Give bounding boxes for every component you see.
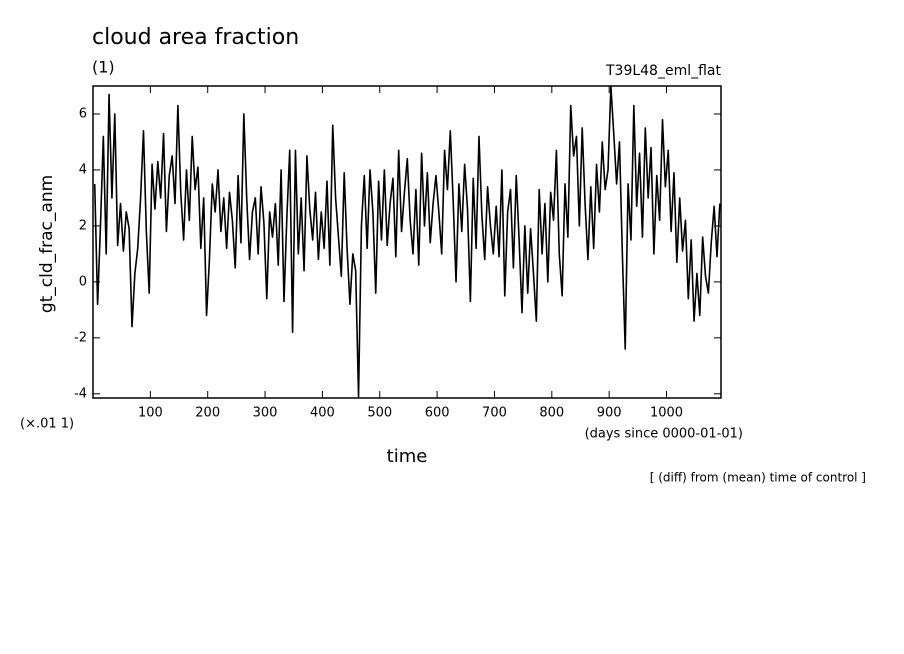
- x-tick-label: 200: [195, 406, 220, 421]
- x-tick-label: 900: [597, 406, 622, 421]
- x-tick-label: 700: [482, 406, 507, 421]
- x-tick-label: 100: [138, 406, 163, 421]
- y-tick-label: 2: [79, 218, 87, 233]
- x-tick-label: 800: [539, 406, 564, 421]
- plot-frame: [92, 85, 722, 399]
- experiment-label: T39L48_eml_flat: [605, 63, 722, 79]
- note: [ (diff) from (mean) time of control ]: [650, 471, 866, 485]
- y-unit-label: (×.01 1): [20, 417, 74, 432]
- x-tick-label: 300: [253, 406, 278, 421]
- chart-subtitle: (1): [92, 58, 115, 77]
- y-axis-label: gt_cld_frac_anm: [37, 175, 57, 313]
- y-tick-label: -4: [74, 386, 87, 401]
- chart-title: cloud area fraction: [92, 25, 299, 50]
- x-axis-label: time: [387, 446, 428, 467]
- x-unit-label: (days since 0000-01-01): [585, 427, 743, 442]
- data-line: [93, 85, 721, 398]
- x-tick-label: 400: [310, 406, 335, 421]
- x-tick-label: 500: [367, 406, 392, 421]
- x-tick-label: 600: [425, 406, 450, 421]
- y-tick-label: -2: [74, 330, 87, 345]
- y-tick-label: 0: [79, 274, 87, 289]
- y-tick-label: 6: [79, 106, 87, 121]
- x-tick-label: 1000: [650, 406, 683, 421]
- y-tick-label: 4: [79, 162, 87, 177]
